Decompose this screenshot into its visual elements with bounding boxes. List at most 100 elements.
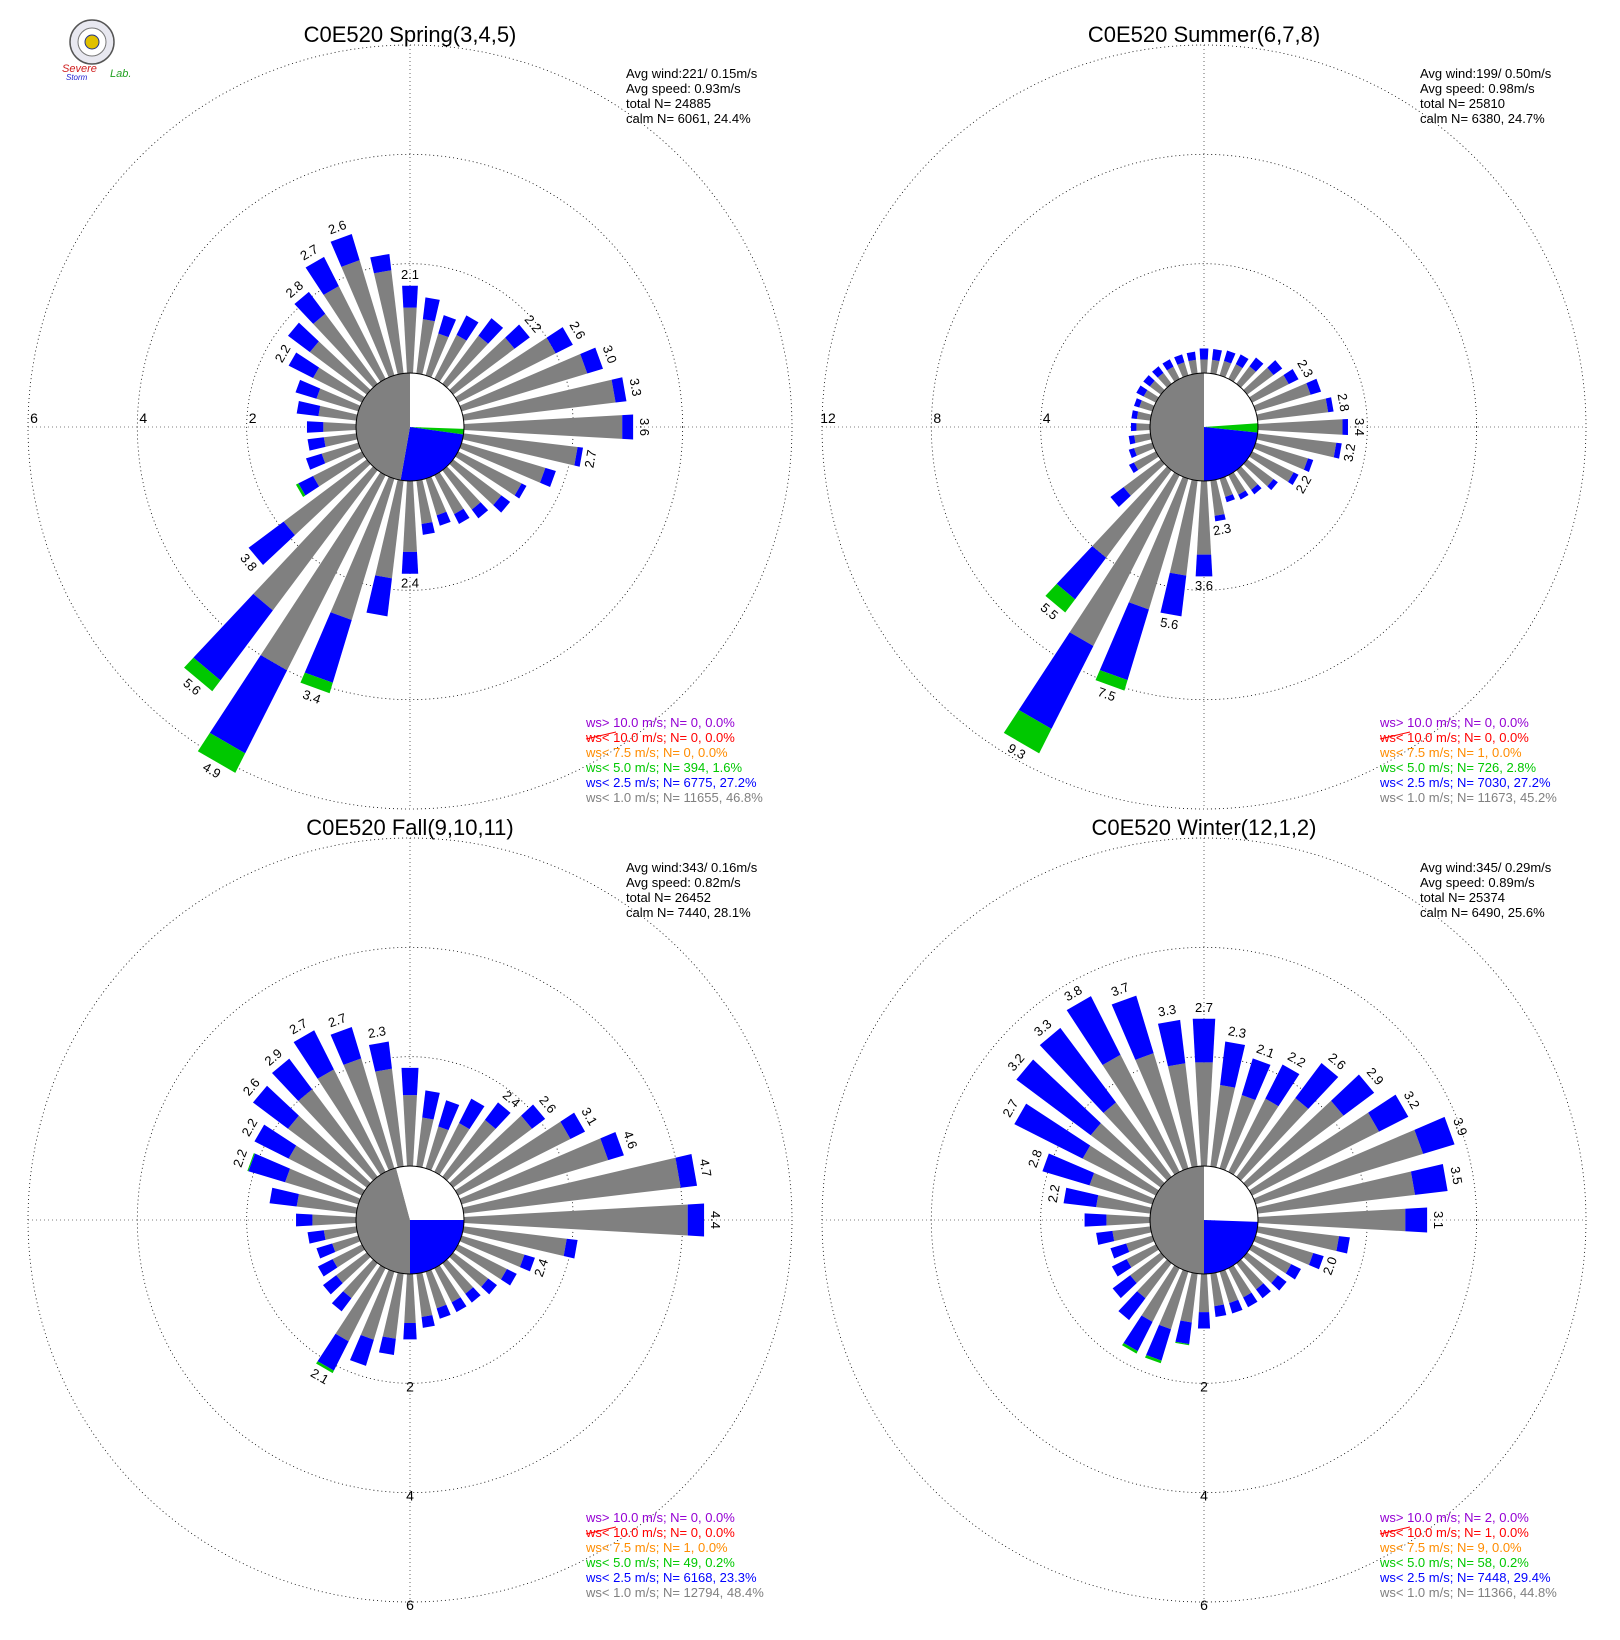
bar-segment-lt1 (1249, 374, 1289, 403)
bar-segment-lt2_5 (305, 453, 326, 470)
bar-segment-lt5 (1122, 1342, 1138, 1354)
direction-bar (1039, 1027, 1172, 1181)
direction-bar (305, 256, 386, 382)
bar-segment-lt2_5 (1175, 1320, 1192, 1345)
bar-segment-lt1 (1256, 433, 1337, 458)
legend-entry: ws> 10.0 m/s; N= 0, 0.0% (1379, 715, 1529, 730)
ring-label: 12 (820, 410, 836, 426)
bar-value-label: 3.2 (1401, 1088, 1423, 1111)
direction-bar (1111, 1244, 1159, 1277)
bar-segment-lt1 (1219, 1269, 1239, 1304)
bar-segment-lt1 (442, 1119, 496, 1181)
direction-bar (1256, 397, 1334, 421)
bar-segment-lt1 (462, 433, 578, 466)
bar-value-label: 2.4 (531, 1257, 551, 1279)
bar-value-label: 2.1 (401, 267, 419, 282)
direction-bar (455, 327, 573, 403)
bar-value-label: 2.2 (230, 1147, 250, 1169)
stats-line: Avg wind:343/ 0.16m/s (626, 860, 758, 875)
direction-bar (1045, 466, 1172, 613)
bar-segment-lt1 (459, 442, 546, 483)
bar-segment-lt1 (455, 1121, 571, 1196)
bar-segment-lt2_5 (1235, 354, 1249, 369)
direction-bar (425, 476, 451, 526)
bar-segment-lt1 (1128, 476, 1189, 610)
direction-bar (1243, 1074, 1375, 1188)
bar-segment-lt5 (184, 657, 221, 692)
legend-entry: ws< 1.0 m/s; N= 12794, 48.4% (585, 1585, 764, 1600)
direction-bar (366, 479, 404, 617)
bar-segment-lt2_5 (1123, 1315, 1153, 1352)
bar-segment-lt1 (1180, 1272, 1198, 1323)
stats-line: Avg wind:345/ 0.29m/s (1420, 860, 1552, 875)
bar-value-label: 3.7 (1109, 979, 1131, 999)
stats-line: calm N= 6490, 25.6% (1420, 905, 1545, 920)
direction-bar (1210, 1272, 1227, 1318)
bar-segment-lt1 (1188, 359, 1198, 375)
bar-segment-lt2_5 (1042, 1153, 1095, 1186)
bar-segment-lt2_5 (1333, 442, 1342, 459)
bar-segment-lt1 (1195, 1062, 1213, 1167)
bar-segment-lt1 (1243, 1100, 1344, 1188)
bar-segment-lt2_5 (296, 400, 321, 417)
legend-strike (585, 1526, 617, 1535)
direction-bar (349, 1269, 395, 1366)
bar-segment-lt1 (1243, 1252, 1278, 1284)
bar-segment-lt1 (323, 1226, 358, 1240)
bar-segment-lt1 (425, 333, 449, 378)
ring-label: 4 (1043, 410, 1051, 426)
direction-bar (442, 466, 489, 519)
direction-bar (269, 1187, 358, 1214)
bar-value-label: 3.4 (1352, 418, 1367, 436)
bar-segment-lt1 (287, 1115, 371, 1188)
direction-bar (316, 1235, 361, 1259)
bar-segment-lt2_5 (271, 1058, 313, 1101)
direction-bar (1249, 1094, 1409, 1196)
direction-bar (1219, 350, 1236, 378)
bar-segment-lt2_5 (478, 318, 504, 344)
direction-bar (330, 234, 395, 378)
calm-sector (1204, 1166, 1258, 1222)
bar-segment-lt1 (285, 1168, 361, 1205)
bar-segment-lt1 (1257, 1208, 1406, 1232)
bar-segment-lt2_5 (209, 655, 288, 754)
bar-segment-lt1 (1135, 1053, 1189, 1171)
bar-segment-lt1 (313, 451, 365, 487)
bar-segment-lt1 (449, 459, 502, 506)
bar-segment-lt2_5 (687, 1203, 705, 1237)
bar-segment-lt2_5 (458, 1098, 485, 1130)
bar-segment-lt1 (253, 466, 378, 611)
bar-segment-lt1 (404, 1273, 416, 1324)
bar-segment-lt2_5 (1285, 1264, 1301, 1280)
bar-segment-lt1 (309, 341, 371, 395)
bar-segment-lt2_5 (331, 1291, 352, 1312)
ring-label: 2 (1200, 1378, 1208, 1394)
bar-value-label: 2.3 (1294, 357, 1316, 380)
bar-segment-lt2_5 (1414, 1116, 1455, 1154)
bar-segment-lt2_5 (436, 511, 451, 526)
direction-bar (1003, 472, 1180, 754)
bar-segment-lt1 (1166, 366, 1180, 382)
bar-segment-lt1 (1112, 1226, 1152, 1242)
bar-segment-lt2_5 (1223, 350, 1236, 364)
bar-value-label: 2.7 (581, 449, 599, 469)
bar-segment-lt1 (1136, 423, 1151, 431)
bar-segment-lt1 (1167, 1063, 1198, 1168)
range-ring (930, 946, 1478, 1494)
logo-text-lab: Lab. (110, 68, 131, 80)
direction-bar (434, 315, 479, 382)
bar-segment-lt1 (1256, 398, 1329, 421)
bar-segment-lt1 (1210, 1272, 1224, 1307)
bar-segment-lt2_5 (269, 1187, 299, 1207)
bar-segment-lt2_5 (1110, 487, 1131, 508)
ring-label: 4 (1200, 1488, 1208, 1504)
bar-segment-lt2_5 (514, 483, 527, 499)
direction-bar (378, 1272, 404, 1356)
bar-segment-lt2_5 (580, 347, 603, 374)
bar-segment-lt1 (312, 1214, 357, 1226)
direction-bar (416, 1090, 440, 1168)
bar-segment-lt2_5 (540, 467, 556, 488)
bar-segment-lt1 (360, 1269, 395, 1340)
stats-line: Avg speed: 0.93m/s (626, 81, 741, 96)
bar-segment-lt2_5 (1306, 378, 1322, 395)
